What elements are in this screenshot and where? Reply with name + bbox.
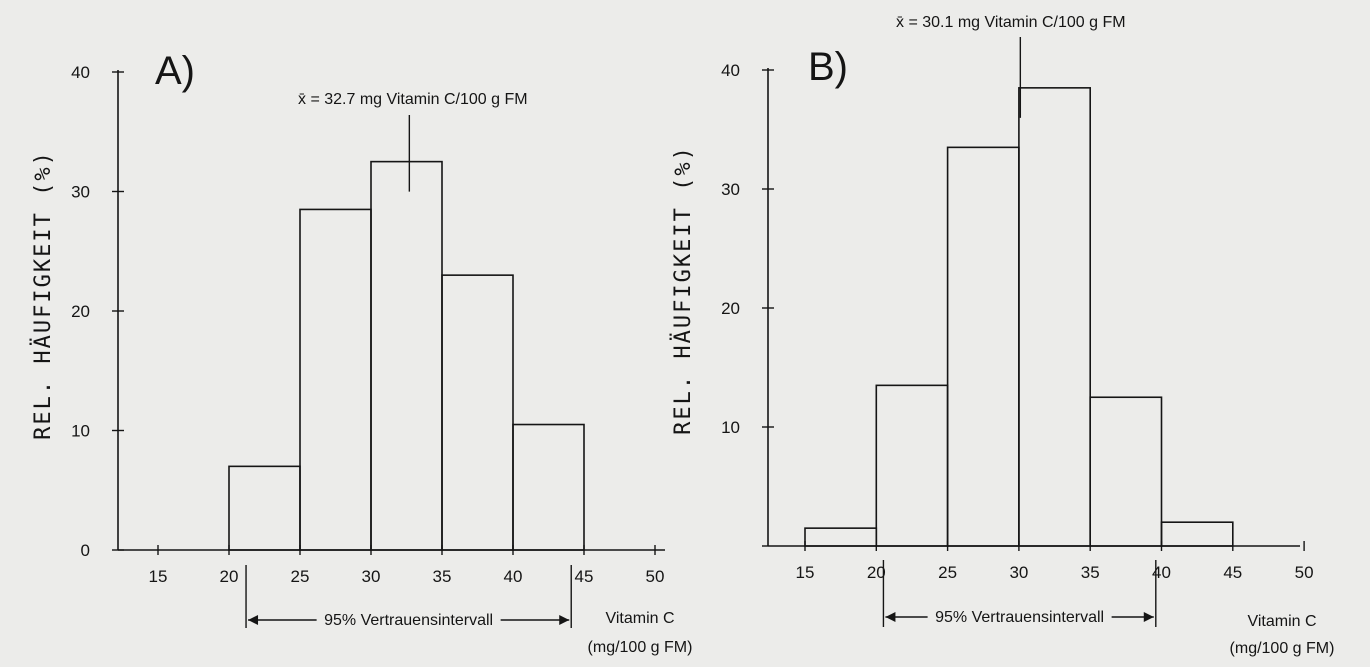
x-tick-label: 30 [1009, 563, 1028, 582]
ci-label: 95% Vertrauensintervall [324, 612, 493, 629]
x-tick-label: 45 [575, 567, 594, 586]
x-axis-unit: (mg/100 g FM) [588, 639, 693, 656]
x-tick-label: 15 [149, 567, 168, 586]
x-tick-label: 30 [362, 567, 381, 586]
y-tick-label: 10 [71, 422, 90, 441]
ci-arrowhead-left [248, 615, 259, 625]
x-tick-label: 20 [867, 563, 886, 582]
x-axis-label: Vitamin C [1247, 613, 1316, 630]
histogram-bar [370, 160, 443, 551]
x-tick-label: 45 [1223, 563, 1242, 582]
histogram-bar [804, 527, 878, 547]
histogram-bar [1160, 521, 1234, 547]
panel-a: 0 10 20 30 40 15 20 25 30 35 40 45 50 x̄ = 32.7 mg Vi… [30, 49, 692, 656]
histogram-bar [512, 423, 585, 551]
x-tick-label: 15 [796, 563, 815, 582]
histogram-bar [1089, 396, 1163, 547]
ci-label: 95% Vertrauensintervall [935, 609, 1104, 626]
y-tick-label: 10 [721, 418, 740, 437]
histogram-bar [228, 465, 301, 551]
x-tick-label: 35 [1081, 563, 1100, 582]
x-tick-label: 25 [938, 563, 957, 582]
histogram-bar [299, 208, 372, 551]
y-tick-label: 0 [81, 541, 90, 560]
y-tick-label: 40 [721, 61, 740, 80]
x-tick-label: 40 [504, 567, 523, 586]
histogram-bar [441, 274, 514, 551]
mean-label: x̄ = 30.1 mg Vitamin C/100 g FM [896, 14, 1126, 31]
x-tick-label: 25 [291, 567, 310, 586]
ci-arrowhead-left [885, 612, 896, 622]
x-tick-label: 40 [1152, 563, 1171, 582]
y-tick-label: 40 [71, 63, 90, 82]
x-axis-label: Vitamin C [605, 610, 674, 627]
y-axis-label: REL. HÄUFIGKEIT (%) [670, 145, 696, 435]
panel-label: A) [155, 49, 195, 93]
histogram-bar [1018, 87, 1092, 547]
y-tick-label: 30 [721, 180, 740, 199]
ci-arrowhead-right [1143, 612, 1154, 622]
x-tick-label: 50 [1295, 563, 1314, 582]
histogram-bar [875, 384, 949, 547]
panel-label: B) [808, 45, 848, 89]
x-tick-label: 50 [646, 567, 665, 586]
x-tick-label: 35 [433, 567, 452, 586]
y-axis-label: REL. HÄUFIGKEIT (%) [30, 150, 56, 440]
panel-b: 10 20 30 40 15 20 25 30 35 40 45 50 x̄ = 30.1 mg Vit… [670, 14, 1334, 657]
ci-arrowhead-right [559, 615, 570, 625]
y-tick-label: 20 [721, 299, 740, 318]
x-tick-label: 20 [220, 567, 239, 586]
mean-label: x̄ = 32.7 mg Vitamin C/100 g FM [298, 91, 528, 108]
x-axis-unit: (mg/100 g FM) [1230, 640, 1335, 657]
y-tick-label: 30 [71, 183, 90, 202]
histogram-bar [946, 146, 1020, 547]
y-tick-label: 20 [71, 302, 90, 321]
